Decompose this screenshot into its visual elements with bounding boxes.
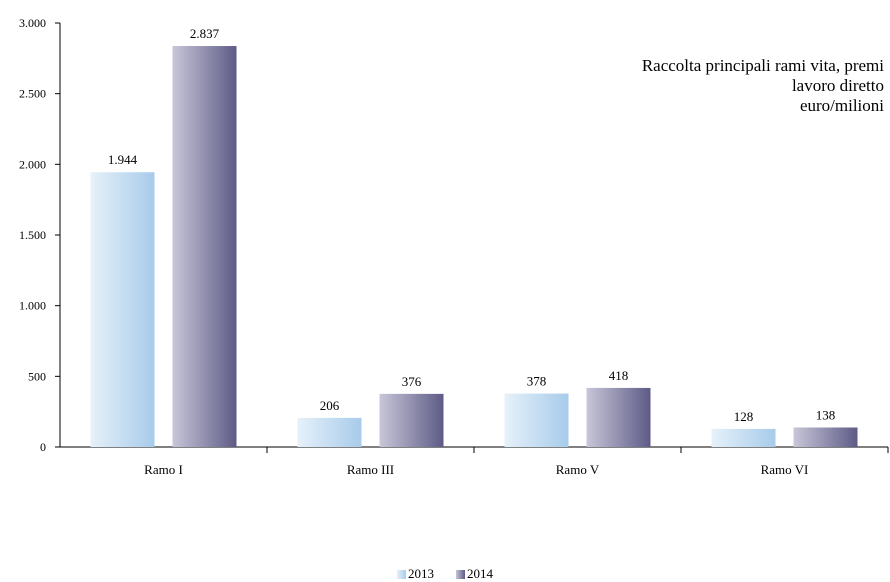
legend-swatch-2013 <box>397 569 406 579</box>
bar-2014 <box>793 427 858 447</box>
y-tick-label: 3.000 <box>19 16 46 30</box>
data-label: 2.837 <box>190 26 220 41</box>
chart-title-line-2: lavoro diretto <box>791 76 884 95</box>
legend-label-2014: 2014 <box>467 566 493 581</box>
x-tick-label: Ramo I <box>144 462 183 477</box>
data-label: 128 <box>734 409 754 424</box>
chart-title-line-3: euro/milioni <box>799 96 884 115</box>
x-tick-label: Ramo III <box>347 462 394 477</box>
bar-2013 <box>711 428 776 447</box>
y-tick-label: 2.500 <box>19 87 46 101</box>
legend-item-2014: 2014 <box>456 566 493 582</box>
x-tick-label: Ramo VI <box>761 462 809 477</box>
y-tick-label: 2.000 <box>19 157 46 171</box>
y-tick-label: 500 <box>28 369 46 383</box>
chart-title: Raccolta principali rami vita, premi lav… <box>464 56 884 116</box>
y-tick-label: 0 <box>40 440 46 454</box>
bar-2014 <box>379 393 444 447</box>
bar-2013 <box>504 393 569 447</box>
bar-2014 <box>172 46 237 448</box>
chart-title-line-1: Raccolta principali rami vita, premi <box>641 56 884 75</box>
data-label: 376 <box>402 374 422 389</box>
bars <box>90 46 858 448</box>
bar-2013 <box>297 417 362 447</box>
legend: 2013 2014 <box>0 566 890 582</box>
bar-2013 <box>90 172 155 448</box>
y-tick-label: 1.500 <box>19 228 46 242</box>
data-label: 206 <box>320 398 340 413</box>
legend-label-2013: 2013 <box>408 566 434 581</box>
x-tick-label: Ramo V <box>556 462 600 477</box>
data-label: 378 <box>527 374 547 389</box>
data-label: 138 <box>816 407 836 422</box>
legend-item-2013: 2013 <box>397 566 434 582</box>
y-tick-label: 1.000 <box>19 299 46 313</box>
data-label: 1.944 <box>108 152 138 167</box>
labels: Ramo I 1.944 2.837 Ramo III 206 376 Ramo V 378 4… <box>108 26 835 477</box>
data-label: 418 <box>609 368 629 383</box>
bar-2014 <box>586 387 651 447</box>
legend-swatch-2014 <box>456 569 465 579</box>
